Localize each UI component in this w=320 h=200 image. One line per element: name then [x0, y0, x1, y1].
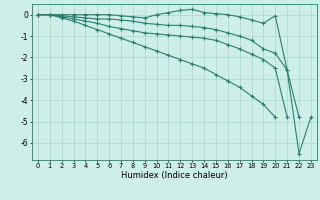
X-axis label: Humidex (Indice chaleur): Humidex (Indice chaleur)	[121, 171, 228, 180]
